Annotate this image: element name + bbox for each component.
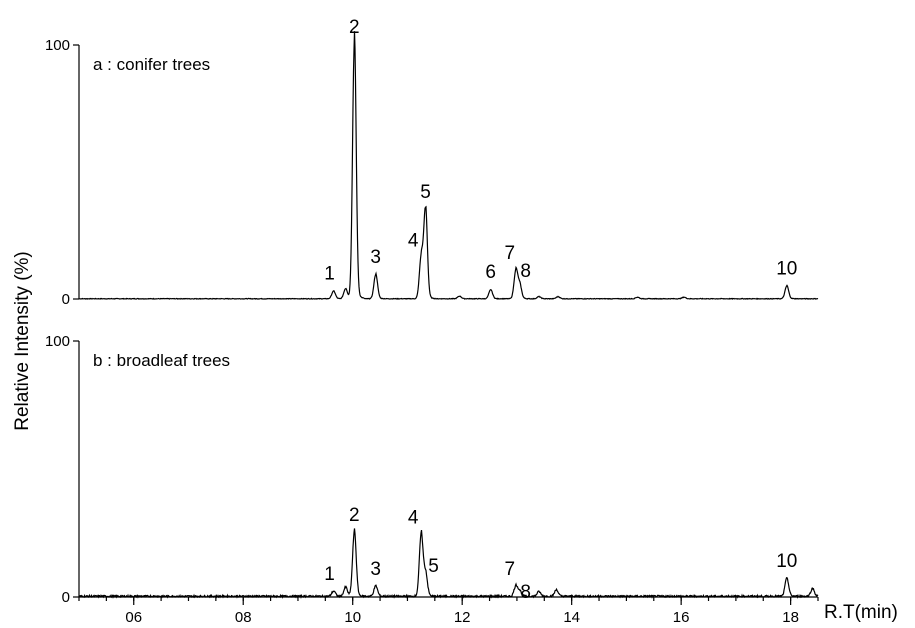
x-tick-label: 18 (782, 609, 799, 626)
x-tick-label: 12 (454, 609, 471, 626)
peak-label: 3 (370, 247, 381, 268)
peak-label: 4 (408, 230, 419, 251)
trace-layer (78, 31, 819, 600)
chromatogram-trace (78, 528, 819, 600)
peak-label: 7 (505, 243, 516, 264)
peak-label: 10 (776, 258, 797, 279)
peak-label: 8 (520, 582, 531, 603)
y-tick-label: 100 (45, 37, 70, 54)
peak-label: 10 (776, 551, 797, 572)
x-tick-label: 16 (673, 609, 690, 626)
peak-label: 6 (485, 262, 496, 283)
panel-label: a : conifer trees (93, 55, 210, 74)
x-axis-title: R.T(min) (824, 602, 898, 623)
peak-label: 1 (324, 263, 335, 284)
y-tick-label: 0 (62, 291, 70, 308)
peak-label: 4 (408, 508, 419, 529)
y-axis-title: Relative Intensity (%) (12, 251, 33, 431)
y-tick-label: 0 (62, 589, 70, 606)
x-tick-label: 08 (235, 609, 252, 626)
peak-label: 8 (520, 261, 531, 282)
peak-label: 5 (428, 556, 439, 577)
peak-label: 3 (370, 559, 381, 580)
peak-label: 5 (420, 182, 431, 203)
x-tick-label: 14 (563, 609, 580, 626)
panel-label: b : broadleaf trees (93, 351, 230, 370)
peak-label: 2 (349, 17, 360, 38)
peak-label: 7 (505, 559, 516, 580)
peak-label: 1 (324, 564, 335, 585)
x-tick-label: 06 (125, 609, 142, 626)
x-tick-label: 10 (344, 609, 361, 626)
y-tick-label: 100 (45, 333, 70, 350)
chromatogram-trace (78, 31, 819, 300)
peak-label: 2 (349, 505, 360, 526)
